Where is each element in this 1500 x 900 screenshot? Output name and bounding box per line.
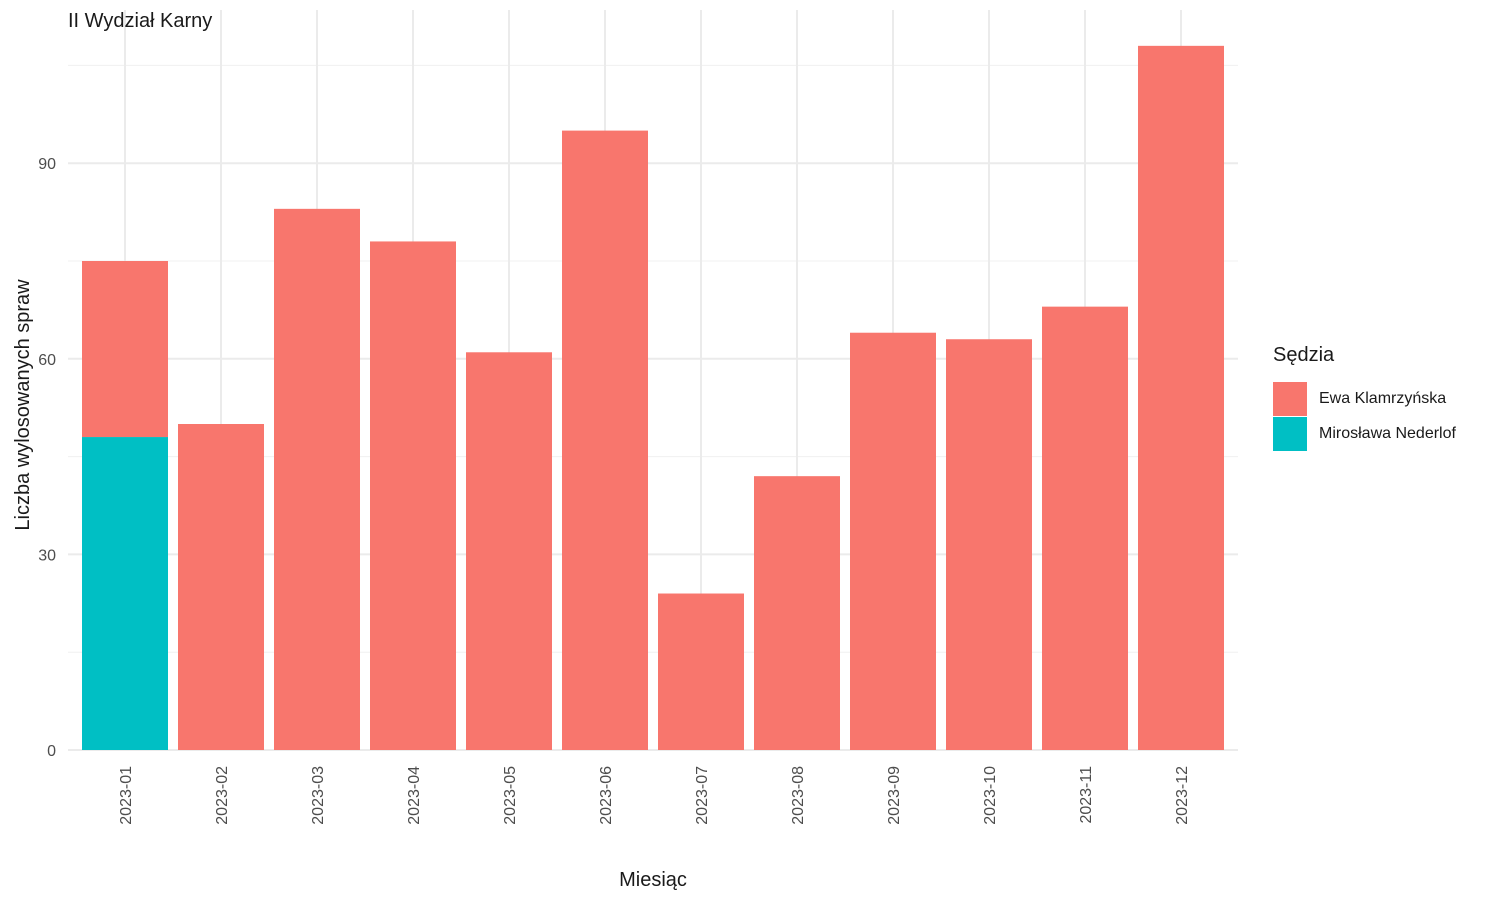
bar-2023-01: [82, 261, 168, 438]
y-tick-label: 0: [47, 743, 56, 760]
y-tick-label: 90: [38, 156, 56, 173]
chart-title: II Wydział Karny: [68, 10, 212, 32]
legend-swatch: [1273, 381, 1307, 416]
x-tick-label: 2023-09: [886, 766, 903, 825]
x-tick-label: 2023-12: [1174, 766, 1191, 825]
bar-2023-09: [850, 332, 936, 750]
x-tick-label: 2023-08: [790, 766, 807, 825]
legend-item: Ewa Klamrzyńska: [1273, 381, 1456, 416]
bar-2023-04: [370, 241, 456, 750]
x-tick-label: 2023-03: [310, 766, 327, 825]
y-axis-label: Liczba wylosowanych spraw: [12, 279, 34, 531]
bars: [82, 45, 1224, 751]
legend-label: Ewa Klamrzyńska: [1319, 389, 1447, 407]
x-tick-label: 2023-07: [694, 766, 711, 825]
y-tick-label: 30: [38, 547, 56, 564]
bar-2023-07: [658, 593, 744, 750]
bar-2023-02: [178, 424, 264, 750]
legend: Sędzia Ewa Klamrzyńska Mirosława Nederlof: [1273, 344, 1456, 451]
x-tick-labels: 2023-01 2023-02 2023-03 2023-04 2023-05 2023-…: [118, 766, 1191, 825]
legend-title: Sędzia: [1273, 344, 1335, 366]
legend-items: Ewa Klamrzyńska Mirosława Nederlof: [1273, 381, 1456, 451]
x-axis-label: Miesiąc: [619, 869, 687, 891]
bar-2023-06: [562, 130, 648, 751]
bar-2023-01: [82, 437, 168, 750]
x-tick-label: 2023-05: [502, 766, 519, 825]
x-tick-label: 2023-10: [982, 766, 999, 825]
legend-item: Mirosława Nederlof: [1273, 416, 1456, 451]
x-tick-label: 2023-04: [406, 766, 423, 825]
x-tick-label: 2023-11: [1078, 766, 1095, 824]
x-tick-label: 2023-06: [598, 766, 615, 825]
bar-2023-10: [946, 339, 1032, 750]
legend-label: Mirosława Nederlof: [1319, 424, 1456, 442]
x-tick-label: 2023-01: [118, 766, 135, 825]
y-tick-label: 60: [38, 352, 56, 369]
bar-2023-08: [754, 476, 840, 750]
bar-2023-12: [1138, 45, 1224, 750]
x-tick-label: 2023-02: [214, 766, 231, 825]
y-tick-labels: 0 30 60 90: [38, 156, 56, 760]
bar-2023-05: [466, 352, 552, 750]
legend-swatch: [1273, 416, 1307, 451]
bar-2023-03: [274, 208, 360, 751]
bar-2023-11: [1042, 306, 1128, 750]
